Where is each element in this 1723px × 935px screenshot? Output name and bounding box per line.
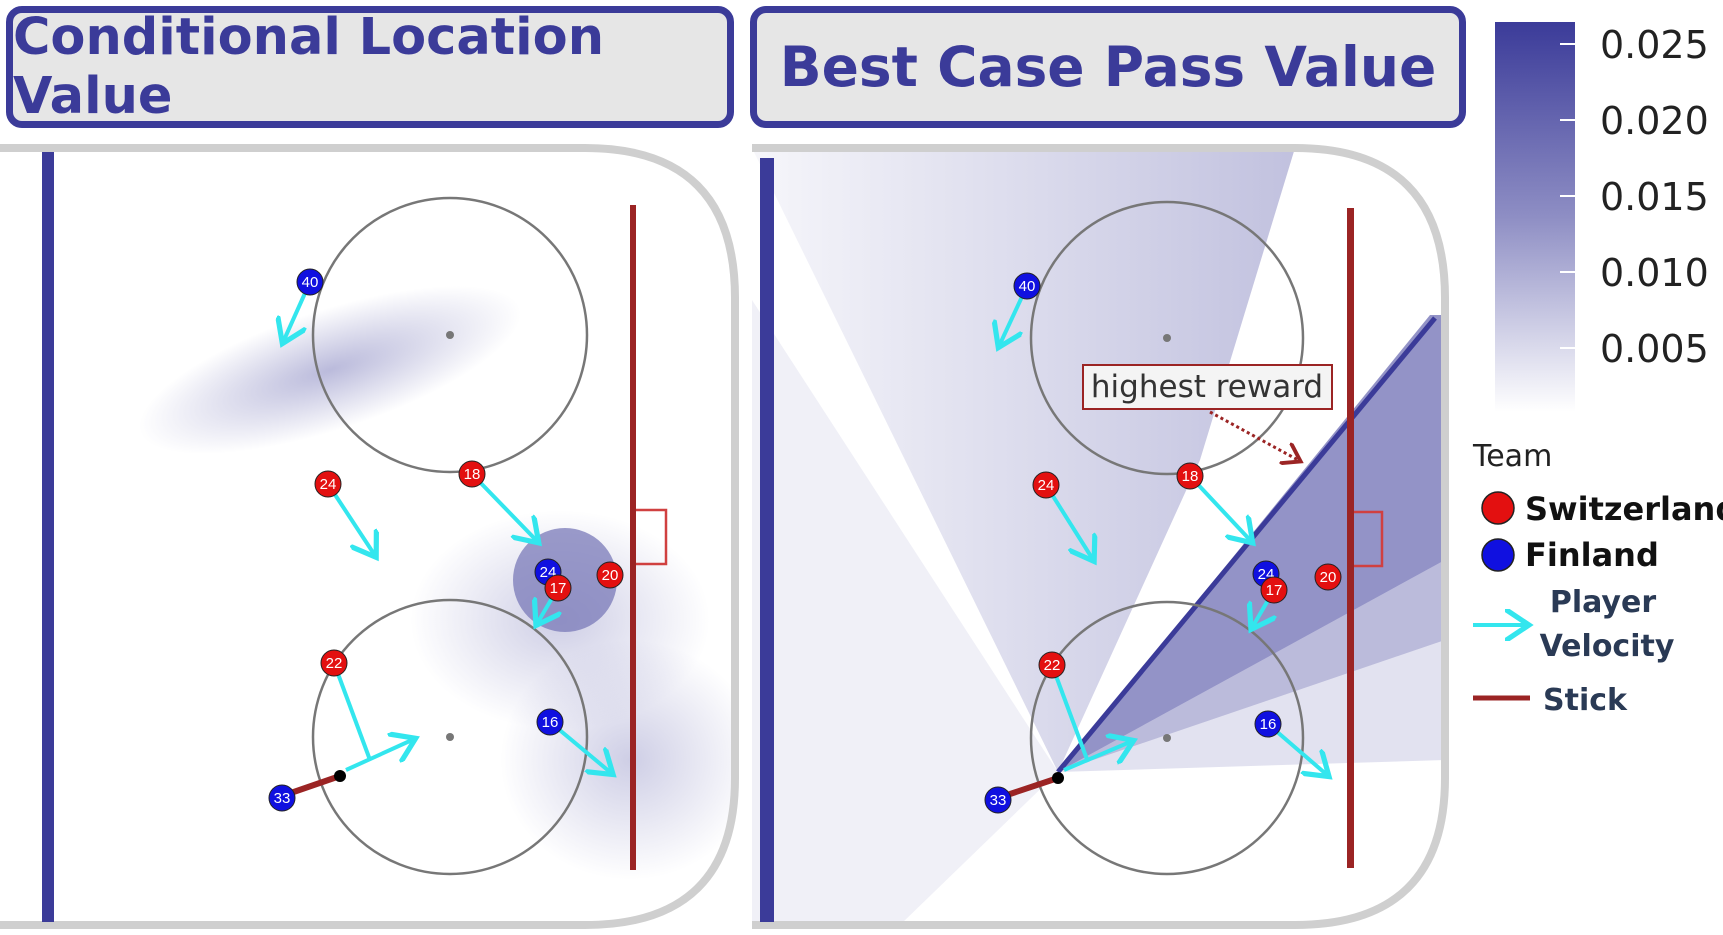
player-marker: 40 xyxy=(1013,272,1041,300)
left-velocity-arrow xyxy=(345,740,412,772)
colorbar-gradient xyxy=(1495,22,1575,412)
right-velocity-arrow xyxy=(1044,483,1092,558)
legend-velocity-label-line1: Player xyxy=(1550,585,1656,620)
right-velocity-arrow xyxy=(1063,742,1130,772)
player-number: 40 xyxy=(302,274,319,291)
left-faceoff-circle-bottom xyxy=(311,598,589,876)
left-velocity-arrow xyxy=(332,662,372,761)
left-blue-line xyxy=(42,152,54,922)
left-puck xyxy=(334,770,346,782)
left-velocity-arrow xyxy=(470,472,536,540)
right-goal-line xyxy=(1347,208,1354,868)
right-faceoff-dot-top xyxy=(1163,334,1171,342)
right-blue-line xyxy=(760,158,774,922)
player-number: 24 xyxy=(1038,477,1055,494)
player-marker: 20 xyxy=(1314,563,1342,591)
right-faceoff-circle-bottom xyxy=(1029,600,1305,876)
right-goal-net xyxy=(1354,510,1384,568)
player-marker: 24 xyxy=(314,470,342,498)
player-marker: 22 xyxy=(320,649,348,677)
player-marker: 40 xyxy=(296,268,324,296)
player-number: 17 xyxy=(550,580,567,597)
right-velocity-arrow xyxy=(1050,664,1090,763)
left-heatmap xyxy=(138,285,735,880)
legend-finland-marker xyxy=(1481,538,1515,572)
left-goal-line xyxy=(630,205,636,870)
highest-reward-label: highest reward xyxy=(1091,369,1323,405)
player-marker: 20 xyxy=(596,561,624,589)
player-number: 16 xyxy=(542,714,559,731)
player-marker: 16 xyxy=(536,708,564,736)
colorbar: 0.025 0.020 0.015 0.010 0.005 xyxy=(1495,22,1709,412)
right-puck xyxy=(1052,772,1064,784)
player-marker: 18 xyxy=(458,460,486,488)
right-panel-title-text: Best Case Pass Value xyxy=(779,35,1437,99)
player-number: 22 xyxy=(326,655,343,672)
colorbar-tick-label: 0.025 xyxy=(1600,23,1709,67)
legend: Team Switzerland Finland Player Velocity… xyxy=(1472,439,1723,718)
highest-reward-box xyxy=(1082,364,1333,410)
colorbar-tick-label: 0.010 xyxy=(1600,251,1709,295)
player-marker: 17 xyxy=(1260,576,1288,604)
left-panel-title-text: Conditional Location Value xyxy=(13,8,605,126)
left-players: 40 24 18 24 17 20 22 16 33 xyxy=(268,268,624,812)
left-rink xyxy=(0,144,739,929)
player-number: 20 xyxy=(602,567,619,584)
left-faceoff-dot-bottom xyxy=(446,733,454,741)
player-marker: 18 xyxy=(1176,462,1204,490)
player-marker: 16 xyxy=(1254,710,1282,738)
player-marker: 24 xyxy=(1032,471,1060,499)
player-number: 33 xyxy=(990,792,1007,809)
left-goal-net xyxy=(636,508,668,566)
left-rink-boards xyxy=(0,144,739,929)
player-marker: 17 xyxy=(544,574,572,602)
player-number: 40 xyxy=(1019,278,1036,295)
player-number: 22 xyxy=(1044,657,1061,674)
legend-switzerland-marker xyxy=(1481,491,1515,525)
right-velocity-arrow xyxy=(1188,474,1250,540)
right-heatmap xyxy=(752,148,1445,925)
left-faceoff-dot-top xyxy=(446,331,454,339)
legend-switzerland-label: Switzerland xyxy=(1525,490,1723,528)
player-number: 24 xyxy=(320,476,337,493)
player-number: 18 xyxy=(464,466,481,483)
legend-velocity-label-line2: Velocity xyxy=(1540,629,1675,664)
right-panel-title: Best Case Pass Value xyxy=(750,6,1466,128)
colorbar-tick-label: 0.015 xyxy=(1600,175,1709,219)
right-rink-boards xyxy=(752,144,1449,929)
right-rink: highest reward xyxy=(752,144,1449,929)
right-faceoff-circle-top xyxy=(1029,200,1305,476)
legend-stick-label: Stick xyxy=(1543,683,1628,718)
left-faceoff-circle-top xyxy=(311,196,589,474)
player-number: 16 xyxy=(1260,716,1277,733)
player-number: 20 xyxy=(1320,569,1337,586)
left-velocity-arrow xyxy=(326,482,374,554)
right-players: 40 24 18 24 17 20 22 16 33 xyxy=(984,272,1342,814)
colorbar-tick-label: 0.020 xyxy=(1600,99,1709,143)
player-number: 18 xyxy=(1182,468,1199,485)
player-marker: 33 xyxy=(984,786,1012,814)
colorbar-tick-label: 0.005 xyxy=(1600,327,1709,371)
right-faceoff-dot-bottom xyxy=(1163,734,1171,742)
player-marker: 22 xyxy=(1038,651,1066,679)
player-marker: 33 xyxy=(268,784,296,812)
legend-finland-label: Finland xyxy=(1525,536,1659,574)
left-panel-title: Conditional Location Value xyxy=(6,6,734,128)
highest-reward-arrow xyxy=(1209,410,1298,460)
player-number: 33 xyxy=(274,790,291,807)
legend-title: Team xyxy=(1472,439,1552,474)
player-number: 17 xyxy=(1266,582,1283,599)
